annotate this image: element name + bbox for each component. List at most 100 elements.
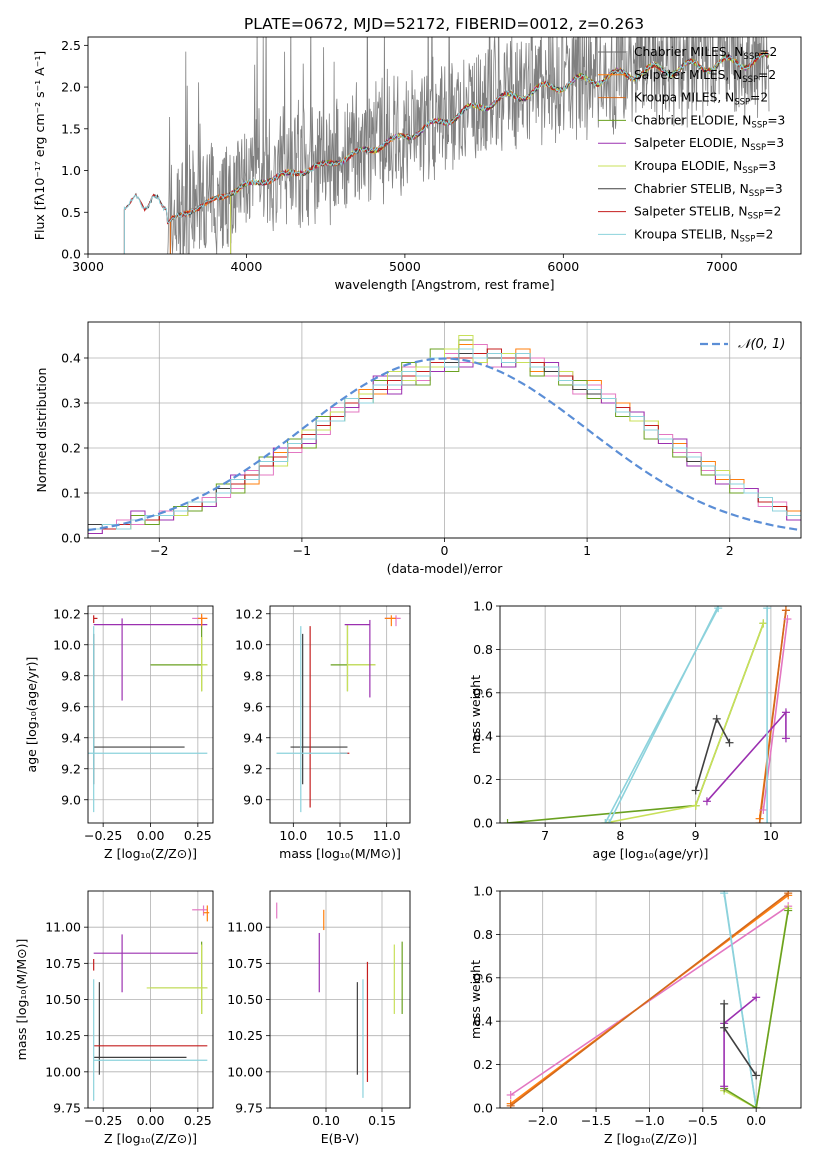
- mass-weight-marker: [783, 615, 792, 624]
- mass-weight-marker: [752, 1071, 761, 1080]
- y-tick-label: 9.6: [243, 699, 263, 714]
- legend-label: Kroupa MILES, NSSP=2: [634, 91, 768, 108]
- y-tick-label: 9.75: [53, 1101, 81, 1116]
- mass-weight-line: [706, 710, 787, 802]
- legend-label: Chabrier ELODIE, NSSP=3: [634, 113, 785, 130]
- mass-weight-line: [510, 905, 789, 1096]
- y-axis-label: mass weight: [468, 960, 483, 1039]
- y-tick-label: 0.0: [61, 247, 81, 262]
- x-tick-label: 0.15: [368, 1113, 396, 1128]
- mass-weight-marker: [759, 619, 768, 628]
- y-tick-label: 10.50: [45, 992, 81, 1007]
- mass-weight-marker: [763, 819, 772, 823]
- y-tick-label: 10.00: [45, 1064, 81, 1079]
- y-tick-label: 10.0: [53, 637, 81, 652]
- error-bar: [344, 619, 371, 698]
- mass-weight-marker: [503, 819, 512, 823]
- y-tick-label: 9.0: [243, 792, 263, 807]
- x-tick-label: 4000: [231, 259, 263, 274]
- legend-text: =2: [763, 205, 781, 219]
- mass-weight-marker: [702, 797, 711, 806]
- plot-area: [276, 902, 403, 1098]
- y-tick-label: 0.5: [61, 205, 81, 220]
- x-tick-label: −1: [293, 543, 311, 558]
- mass-weight-marker: [714, 606, 723, 610]
- error-bar: [384, 615, 396, 627]
- y-tick-label: 1.5: [61, 121, 81, 136]
- legend-subscript: SSP: [740, 234, 756, 244]
- y-tick-label: 0.3: [61, 396, 81, 411]
- axes-frame: [499, 890, 802, 1109]
- legend-subscript: SSP: [750, 143, 766, 153]
- legend-text: =2: [759, 45, 777, 59]
- y-tick-label: 9.2: [243, 761, 263, 776]
- error-bar: [197, 613, 208, 627]
- y-axis-label: Flux [fλ10⁻¹⁷ erg cm⁻² s⁻¹ A⁻¹]: [32, 51, 47, 240]
- mass-weight-marker: [759, 805, 768, 814]
- legend-text: Kroupa STELIB, N: [634, 227, 740, 241]
- x-axis-label: wavelength [Angstrom, rest frame]: [334, 277, 554, 292]
- plot-area: [503, 606, 792, 823]
- error-bar: [201, 637, 208, 692]
- y-tick-label: 9.8: [243, 668, 263, 683]
- mass-weight-marker: [781, 606, 790, 615]
- plot-area: [93, 905, 210, 1101]
- axes-frame: [269, 605, 411, 824]
- y-tick-label: 10.25: [45, 1028, 81, 1043]
- x-tick-label: 0.10: [312, 1113, 340, 1128]
- mass-weight-marker: [781, 708, 790, 717]
- mass-weight-marker: [752, 993, 761, 1002]
- y-tick-label: 9.6: [61, 699, 81, 714]
- error-bar: [93, 979, 208, 1101]
- y-tick-label: 9.75: [235, 1101, 263, 1116]
- x-tick-label: 0.0: [746, 1113, 766, 1128]
- axes-frame: [499, 605, 802, 824]
- y-tick-label: 10.75: [227, 956, 263, 971]
- plot-area: [276, 615, 401, 813]
- error-bar: [192, 905, 208, 916]
- x-tick-label: 0.25: [184, 828, 212, 843]
- x-tick-label: −0.25: [84, 1113, 122, 1128]
- error-bar: [330, 624, 376, 692]
- error-bar: [346, 624, 376, 692]
- error-bar: [88, 626, 208, 813]
- legend-text: Salpeter ELODIE, N: [634, 136, 750, 150]
- error-bar: [203, 905, 210, 922]
- mass-weight-marker: [691, 786, 700, 795]
- model-spectrum-line: [123, 52, 769, 254]
- legend-label: Salpeter STELIB, NSSP=2: [634, 205, 781, 222]
- x-tick-label: 6000: [547, 259, 579, 274]
- x-tick-label: 1: [583, 543, 591, 558]
- y-tick-label: 1.0: [61, 163, 81, 178]
- x-axis-label: mass [log₁₀(M/M⊙)]: [279, 846, 401, 861]
- mass-weight-marker: [720, 1023, 729, 1032]
- mass-weight-marker: [752, 1104, 761, 1108]
- x-tick-label: 5000: [389, 259, 421, 274]
- y-tick-label: 0.8: [473, 642, 493, 657]
- legend-label: Kroupa ELODIE, NSSP=3: [634, 159, 776, 176]
- y-tick-label: 2.5: [61, 38, 81, 53]
- age-vs-mass-panel: 10.0 10.5 11.0 9.0 9.2 9.4 9.6 9.8 10.0 10.2 mass …: [235, 605, 411, 861]
- y-tick-label: 0.0: [61, 531, 81, 546]
- mass-weight-line: [510, 892, 789, 1107]
- x-tick-label: 10.0: [279, 828, 307, 843]
- error-bar: [93, 982, 187, 1075]
- y-tick-label: 1.0: [473, 599, 493, 614]
- x-tick-label: 0.00: [137, 1113, 165, 1128]
- legend-subscript: SSP: [742, 166, 758, 176]
- legend-label: Chabrier MILES, NSSP=2: [634, 45, 777, 62]
- legend-text: Kroupa MILES, N: [634, 91, 734, 105]
- mass-weight-line: [758, 610, 787, 823]
- axes-frame: [87, 605, 214, 824]
- error-bar: [276, 626, 348, 813]
- y-tick-label: 0.4: [61, 351, 81, 366]
- mass-weight-vs-age-panel: 7 8 9 10 0.0 0.2 0.4 0.6 0.8 1.0 age [log₁₀(age/yr…: [468, 599, 802, 861]
- y-tick-label: 9.4: [243, 730, 263, 745]
- legend-text: =3: [758, 159, 776, 173]
- plot-area: [88, 613, 208, 813]
- mass-weight-marker: [725, 738, 734, 747]
- x-axis-label: Z [log₁₀(Z/Z⊙)]: [604, 1131, 697, 1146]
- x-tick-label: −0.25: [84, 828, 122, 843]
- axes-frame: [269, 890, 411, 1109]
- grid-lines: [88, 606, 213, 823]
